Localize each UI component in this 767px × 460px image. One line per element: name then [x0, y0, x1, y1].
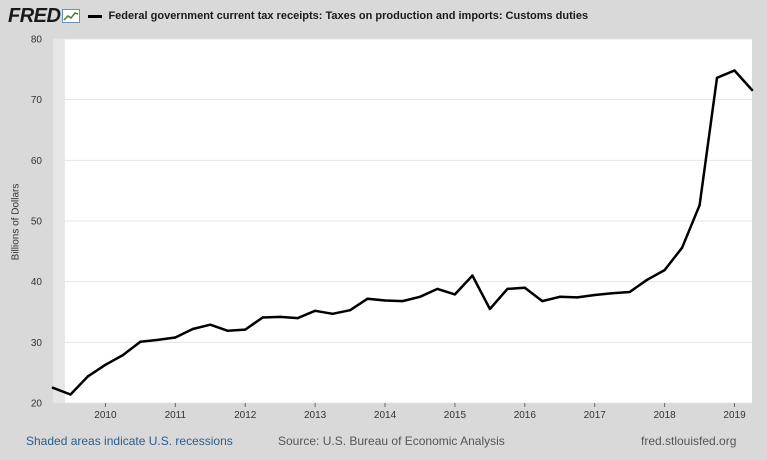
data-point: [156, 338, 160, 342]
data-point: [663, 268, 666, 272]
data-point: [296, 316, 299, 320]
data-point: [51, 386, 55, 390]
data-point: [366, 297, 369, 300]
y-tick-label: 20: [31, 399, 43, 410]
recession-note-link[interactable]: Shaded areas indicate U.S. recessions: [26, 434, 233, 448]
data-point: [191, 327, 194, 331]
legend-line-swatch: [88, 14, 103, 18]
data-point: [698, 204, 701, 207]
data-point: [750, 88, 754, 92]
x-tick-label: 2015: [444, 410, 467, 421]
data-point: [541, 299, 544, 303]
x-tick-label: 2016: [514, 410, 537, 421]
y-tick-label: 70: [31, 95, 43, 106]
data-point: [226, 329, 229, 333]
data-point: [139, 340, 142, 343]
y-tick-label: 30: [31, 338, 43, 349]
data-point: [733, 69, 736, 72]
x-tick-label: 2012: [234, 410, 257, 421]
data-point: [313, 309, 317, 312]
y-tick-label: 80: [31, 35, 43, 46]
x-tick-label: 2017: [584, 410, 607, 421]
data-point: [331, 312, 334, 316]
y-tick-label: 50: [31, 217, 43, 228]
x-tick-label: 2013: [304, 410, 327, 421]
chart-header: FRED Federal government current tax rece…: [8, 4, 588, 28]
data-point: [436, 287, 439, 291]
data-point: [576, 296, 579, 299]
x-tick-label: 2018: [654, 410, 677, 421]
x-tick-label: 2014: [374, 410, 397, 421]
data-point: [645, 278, 649, 282]
data-point: [174, 336, 177, 339]
data-point: [261, 316, 264, 319]
data-point: [471, 274, 474, 277]
data-point: [680, 246, 684, 249]
data-point: [209, 323, 212, 326]
data-point: [628, 290, 631, 294]
data-point: [69, 393, 72, 396]
site-link[interactable]: fred.stlouisfed.org: [641, 434, 737, 448]
fred-chart-icon: [62, 9, 81, 23]
data-point: [383, 299, 387, 302]
data-point: [523, 286, 527, 289]
data-point: [558, 295, 561, 299]
source-note: Source: U.S. Bureau of Economic Analysis: [278, 434, 505, 448]
data-point: [418, 295, 422, 299]
x-tick-label: 2010: [94, 410, 117, 421]
x-tick-label: 2019: [723, 410, 746, 421]
data-point: [244, 328, 247, 331]
data-point: [86, 375, 90, 378]
data-point: [104, 363, 107, 366]
x-tick-label: 2011: [165, 410, 187, 421]
data-point: [453, 293, 457, 296]
data-point: [506, 287, 509, 291]
y-tick-label: 40: [31, 277, 43, 288]
data-point: [121, 353, 125, 357]
data-point: [593, 293, 596, 297]
data-point: [488, 307, 492, 311]
data-point: [611, 291, 614, 295]
data-point: [401, 299, 404, 303]
data-point: [715, 76, 719, 80]
data-point: [348, 308, 352, 312]
legend-series-label: Federal government current tax receipts:…: [108, 10, 589, 22]
y-tick-label: 60: [31, 156, 43, 167]
data-point: [278, 315, 282, 319]
fred-logo[interactable]: FRED: [8, 4, 61, 27]
